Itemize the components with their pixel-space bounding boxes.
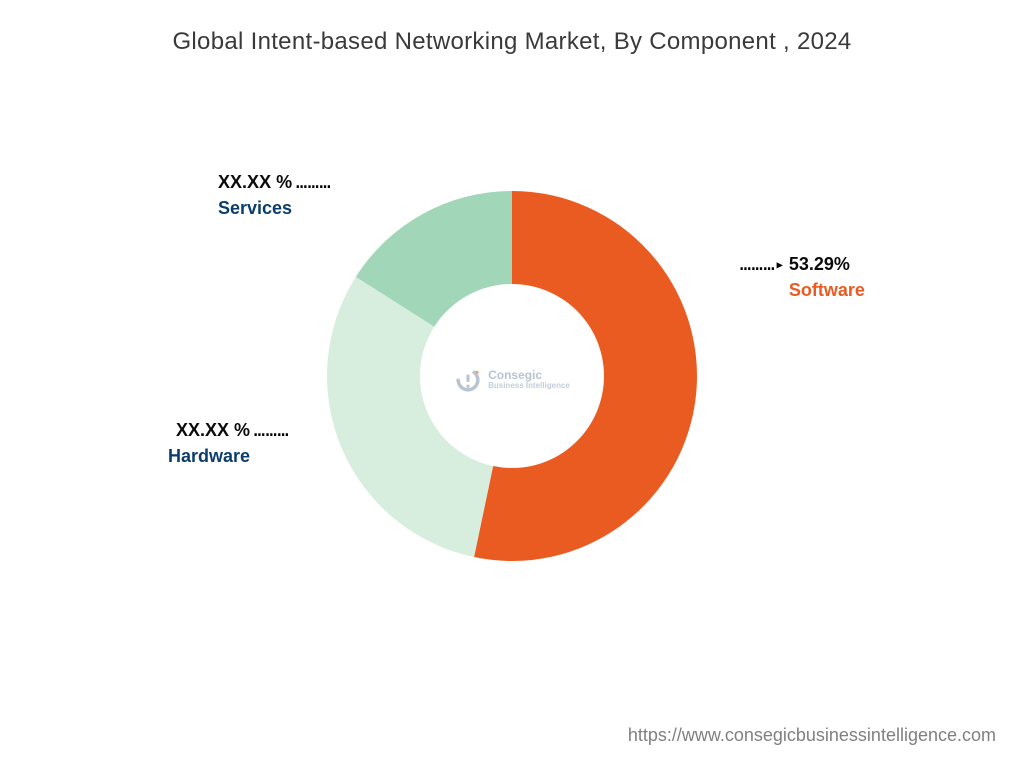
center-logo: Consegic Business Intelligence: [432, 366, 592, 394]
logo-brand-top: Consegic: [488, 368, 542, 382]
logo-text: Consegic Business Intelligence: [488, 369, 570, 391]
donut-slice: [327, 277, 493, 557]
logo-mark-icon: [454, 366, 482, 394]
chart-container: ………▸53.29%………▸SoftwareXX.XX %………Hardware…: [0, 140, 1024, 620]
footer-url: https://www.consegicbusinessintelligence…: [628, 725, 996, 746]
logo-brand-sub: Business Intelligence: [488, 382, 570, 391]
